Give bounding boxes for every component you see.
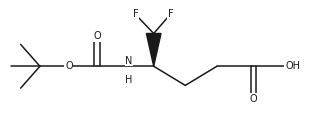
Polygon shape [146,34,161,66]
Text: H: H [125,75,133,85]
Text: O: O [65,61,73,71]
Text: OH: OH [285,61,300,71]
Text: O: O [250,94,257,104]
Text: F: F [168,9,173,19]
Text: O: O [93,31,101,41]
Text: F: F [133,9,138,19]
Text: N: N [125,56,133,66]
